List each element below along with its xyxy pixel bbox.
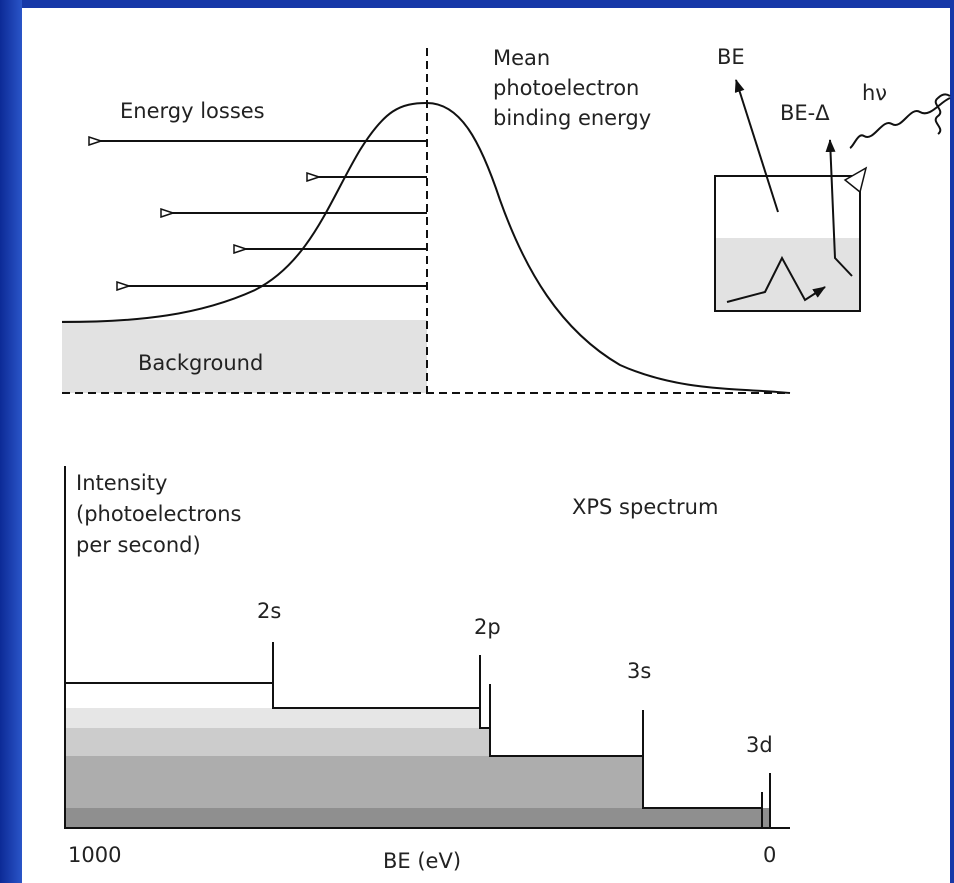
peak-label: 2s <box>257 599 281 623</box>
be-arrow <box>734 79 779 213</box>
x-left-label: 1000 <box>68 843 121 867</box>
frame-edge <box>0 0 22 883</box>
energy-losses-label: Energy losses <box>120 99 265 123</box>
sample-box <box>714 175 861 312</box>
band <box>65 728 490 756</box>
path-arrow <box>726 255 826 303</box>
band <box>65 808 770 828</box>
band <box>65 708 480 728</box>
x-axis-label: BE (eV) <box>383 849 461 873</box>
hv-label: hν <box>862 81 887 105</box>
band <box>65 756 643 808</box>
loss-arrows <box>100 141 427 286</box>
y-axis-label: per second) <box>76 533 201 557</box>
spectrum-steps <box>65 642 763 828</box>
peak-label: 3d <box>746 733 773 757</box>
peak-label: 2p <box>474 615 501 639</box>
photon-head <box>843 166 868 194</box>
mean-label: binding energy <box>493 106 651 130</box>
peak-curve <box>61 101 791 394</box>
spectrum-title: XPS spectrum <box>572 495 718 519</box>
be-delta-arrow <box>825 139 853 277</box>
y-axis-label: (photoelectrons <box>76 502 242 526</box>
background-area <box>62 320 427 393</box>
x-right-label: 0 <box>763 843 776 867</box>
mean-label: Mean <box>493 46 550 70</box>
mean-label: photoelectron <box>493 76 639 100</box>
be-delta-label: BE-Δ <box>780 101 830 125</box>
peak-label: 3s <box>627 659 651 683</box>
be-label: BE <box>717 45 745 69</box>
y-axis-label: Intensity <box>76 471 167 495</box>
photon-wave <box>849 97 951 149</box>
background-label: Background <box>138 351 263 375</box>
photon-squiggle <box>934 93 951 135</box>
